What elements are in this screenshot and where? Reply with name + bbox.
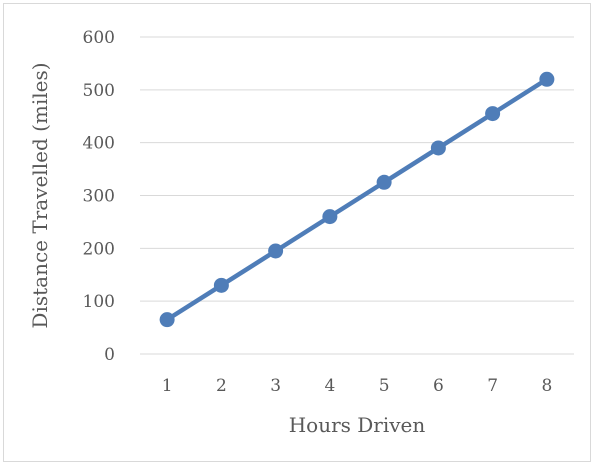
series-line xyxy=(164,77,550,322)
data-point xyxy=(322,209,338,225)
y-tick-label: 0 xyxy=(104,345,115,365)
x-tick-label: 3 xyxy=(270,376,281,396)
x-tick-label: 5 xyxy=(379,376,390,396)
y-tick-label: 300 xyxy=(83,187,115,207)
x-tick-label: 8 xyxy=(541,376,552,396)
chart-frame xyxy=(3,3,591,462)
data-point xyxy=(539,71,555,87)
x-tick-label: 6 xyxy=(433,376,444,396)
x-axis-title: Hours Driven xyxy=(289,413,426,437)
data-point xyxy=(430,140,446,156)
y-tick-label: 200 xyxy=(83,239,115,259)
gridlines xyxy=(140,36,574,302)
y-tick-label: 400 xyxy=(83,134,115,154)
y-tick-label: 500 xyxy=(83,81,115,101)
data-point xyxy=(268,243,284,259)
x-tick-label: 7 xyxy=(487,376,498,396)
data-point xyxy=(159,312,175,328)
x-tick-label: 4 xyxy=(324,376,335,396)
data-point xyxy=(485,106,501,122)
x-axis-tick-labels: 1 2 3 4 5 6 7 8 xyxy=(162,376,553,396)
data-point xyxy=(376,174,392,190)
y-tick-label: 600 xyxy=(83,28,115,48)
y-axis-tick-labels: 0 100 200 300 400 500 600 xyxy=(83,28,115,365)
data-series xyxy=(159,71,555,328)
y-tick-label: 100 xyxy=(83,292,115,312)
y-axis-title: Distance Travelled (miles) xyxy=(28,62,52,328)
data-point xyxy=(213,277,229,293)
x-tick-label: 2 xyxy=(216,376,227,396)
x-tick-label: 1 xyxy=(162,376,173,396)
